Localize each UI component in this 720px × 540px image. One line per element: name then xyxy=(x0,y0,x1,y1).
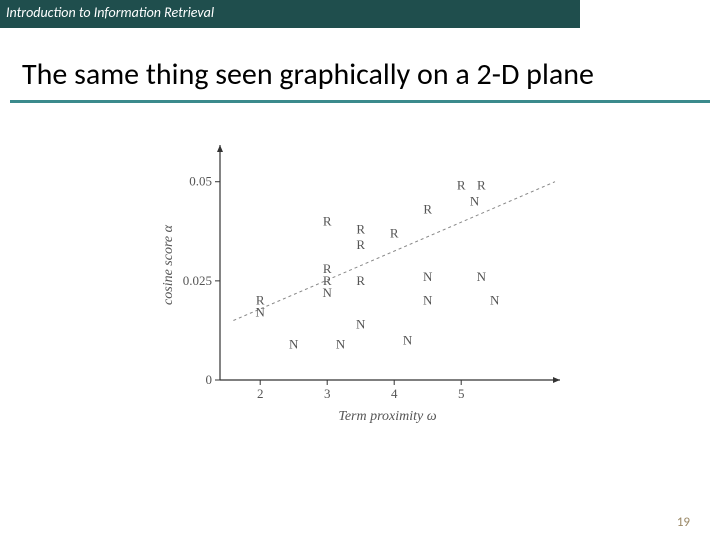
svg-text:5: 5 xyxy=(458,386,465,401)
svg-text:N: N xyxy=(336,336,346,351)
svg-text:N: N xyxy=(470,194,480,209)
scatter-chart: 2 3 4 5 0 0.025 0.05 Term proximity ω cosine sco… xyxy=(150,140,570,430)
svg-text:0.025: 0.025 xyxy=(183,273,212,288)
svg-text:Term proximity ω: Term proximity ω xyxy=(338,409,436,424)
chart-container: 2 3 4 5 0 0.025 0.05 Term proximity ω cosine sco… xyxy=(150,140,570,430)
svg-text:R: R xyxy=(423,201,432,216)
svg-text:R: R xyxy=(457,178,466,193)
svg-text:N: N xyxy=(423,269,433,284)
svg-text:N: N xyxy=(423,293,433,308)
svg-text:N: N xyxy=(256,305,266,320)
svg-text:R: R xyxy=(356,221,365,236)
svg-text:R: R xyxy=(390,225,399,240)
header-text: Introduction to Information Retrieval xyxy=(6,4,214,21)
slide: Introduction to Information Retrieval Th… xyxy=(0,0,720,540)
slide-title: The same thing seen graphically on a 2-D… xyxy=(22,56,594,93)
svg-text:3: 3 xyxy=(324,386,331,401)
svg-text:R: R xyxy=(477,178,486,193)
svg-text:N: N xyxy=(490,293,500,308)
svg-text:R: R xyxy=(323,213,332,228)
svg-text:R: R xyxy=(356,237,365,252)
svg-text:N: N xyxy=(289,336,299,351)
svg-text:0: 0 xyxy=(206,372,213,387)
slide-number: 19 xyxy=(677,515,690,530)
svg-text:cosine score α: cosine score α xyxy=(161,224,176,305)
svg-text:0.05: 0.05 xyxy=(189,174,212,189)
svg-text:N: N xyxy=(477,269,487,284)
svg-text:R: R xyxy=(356,273,365,288)
svg-text:4: 4 xyxy=(391,386,398,401)
title-underline xyxy=(10,100,710,103)
svg-text:2: 2 xyxy=(257,386,264,401)
svg-text:N: N xyxy=(356,316,366,331)
svg-text:N: N xyxy=(323,285,333,300)
svg-text:N: N xyxy=(403,332,413,347)
